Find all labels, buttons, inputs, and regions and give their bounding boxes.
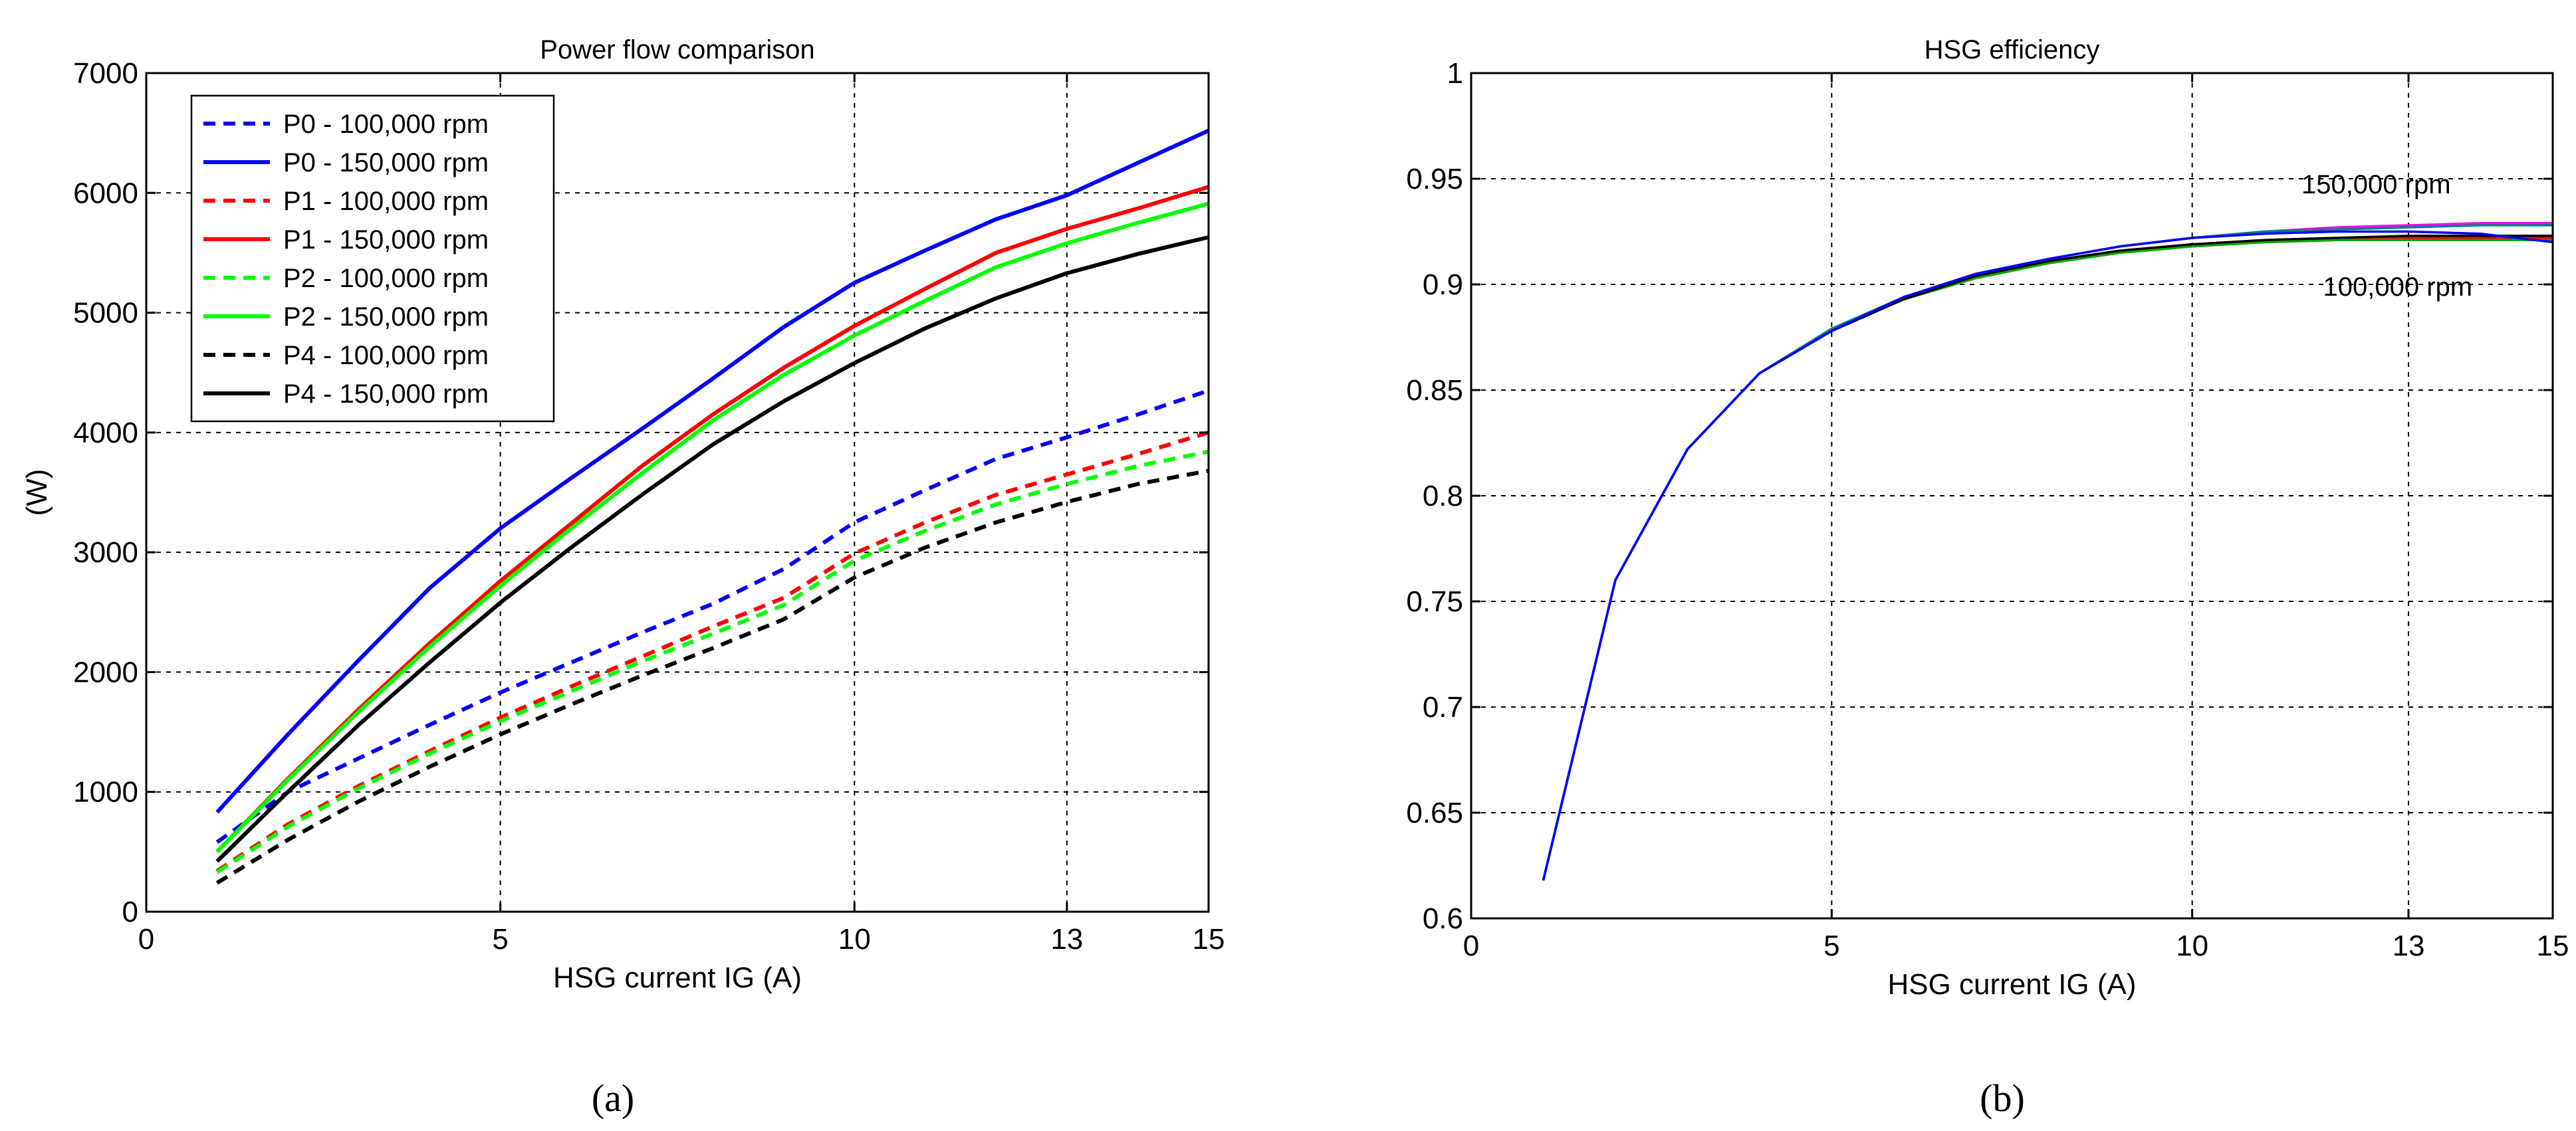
x-tick-label: 0 — [1463, 930, 1479, 962]
chart-power-flow: 0 5 10 13 15 0 1000 2000 3000 4000 5000 6000 7000 Pow… — [21, 35, 1225, 994]
y-tick-label: 7000 — [73, 57, 138, 90]
y-tick-label: 3000 — [73, 536, 138, 569]
y-tick-label: 0.9 — [1423, 268, 1463, 301]
series-line-1 — [215, 128, 1210, 814]
x-tick-label: 15 — [2537, 930, 2569, 962]
y-tick-label: 6000 — [73, 177, 138, 209]
legend-entry-label: P4 - 150,000 rpm — [283, 379, 489, 409]
y-tick-label: 0.65 — [1406, 797, 1463, 829]
x-tick-label: 5 — [1823, 930, 1839, 962]
y-tick-label: 0.75 — [1406, 585, 1463, 618]
y-tick-label: 0.95 — [1406, 163, 1463, 195]
x-tick-label: 10 — [838, 923, 871, 956]
y-tick-label: 1 — [1447, 57, 1463, 90]
legend-box — [190, 94, 555, 423]
curve-annotation: 150,000 rpm — [2301, 170, 2451, 199]
chart-title: Power flow comparison — [540, 35, 815, 64]
y-tick-label: 0.85 — [1406, 374, 1463, 407]
x-tick-label: 5 — [492, 923, 508, 956]
legend-entry-label: P2 - 150,000 rpm — [283, 302, 489, 332]
y-tick-label: 0 — [122, 896, 138, 928]
x-tick-label: 0 — [138, 923, 154, 956]
x-tick-label: 10 — [2176, 930, 2208, 962]
axes-frame — [145, 72, 1210, 913]
y-tick-label: 1000 — [73, 776, 138, 809]
legend-entry-label: P1 - 100,000 rpm — [283, 187, 489, 216]
y-tick-label: 2000 — [73, 656, 138, 688]
x-tick-label: 13 — [2393, 930, 2425, 962]
chart-hsg-efficiency: 0 5 10 13 15 0.6 0.65 0.7 0.75 0.8 0.85 0.9 0.95 1 HSG… — [1406, 35, 2569, 1001]
y-tick-label: 5000 — [73, 297, 138, 330]
y-tick-label: 0.7 — [1423, 691, 1463, 724]
x-axis-label: HSG current IG (A) — [553, 962, 802, 994]
x-axis-label: HSG current IG (A) — [1887, 968, 2136, 1001]
legend-entry-label: P1 - 150,000 rpm — [283, 225, 489, 255]
y-axis-label: (W) — [21, 469, 53, 516]
series-line-7 — [215, 235, 1209, 863]
panel-b-label: (b) — [1980, 1077, 2025, 1120]
series-line-6 — [215, 468, 1209, 885]
series-line-5 — [1542, 230, 2553, 881]
x-tick-label: 13 — [1050, 923, 1083, 956]
legend-entry-label: P4 - 100,000 rpm — [283, 341, 489, 370]
legend-entry-label: P2 - 100,000 rpm — [283, 264, 489, 293]
curve-annotation: 100,000 rpm — [2323, 272, 2472, 302]
legend-entry-label: P0 - 150,000 rpm — [283, 148, 489, 177]
legend-entry-label: P0 - 100,000 rpm — [283, 110, 489, 139]
y-tick-label: 0.6 — [1423, 902, 1463, 935]
series-line-4 — [215, 449, 1209, 874]
series-line-3 — [215, 185, 1209, 853]
y-tick-label: 4000 — [73, 417, 138, 449]
y-tick-label: 0.8 — [1423, 480, 1463, 512]
series-line-0 — [215, 388, 1209, 844]
chart-title: HSG efficiency — [1925, 35, 2100, 64]
panel-a-label: (a) — [592, 1077, 634, 1120]
x-tick-label: 15 — [1193, 923, 1225, 956]
series-line-5 — [215, 201, 1209, 854]
